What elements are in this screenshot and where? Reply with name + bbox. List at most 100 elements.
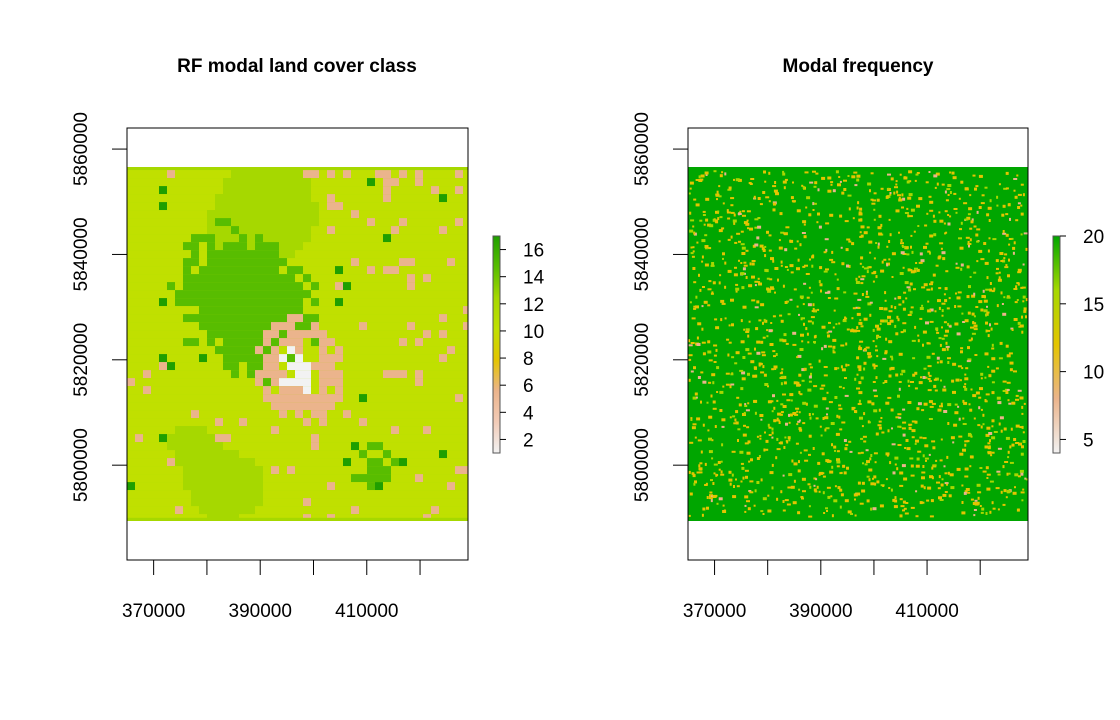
frequency-cell <box>914 387 918 390</box>
frequency-cell <box>688 354 693 357</box>
land-cover-cell <box>271 274 279 283</box>
frequency-cell <box>900 239 903 242</box>
land-cover-cell <box>383 354 391 363</box>
frequency-cell <box>897 318 900 322</box>
frequency-cell <box>814 181 818 185</box>
frequency-cell <box>720 473 725 476</box>
land-cover-cell <box>295 370 303 379</box>
frequency-cell <box>820 289 822 293</box>
frequency-cell <box>774 267 779 270</box>
land-cover-cell <box>391 490 399 499</box>
land-cover-cell <box>215 298 223 307</box>
frequency-cell <box>889 193 892 196</box>
land-cover-cell <box>431 514 439 518</box>
land-cover-cell <box>271 186 279 195</box>
frequency-cell <box>1022 440 1026 443</box>
land-cover-cell <box>431 418 439 427</box>
land-cover-cell <box>255 266 263 275</box>
land-cover-cell <box>343 490 351 499</box>
land-cover-cell <box>303 266 311 275</box>
land-cover-cell <box>175 490 183 499</box>
frequency-cell <box>939 405 943 408</box>
frequency-cell <box>967 213 971 216</box>
land-cover-cell <box>191 506 199 515</box>
land-cover-cell <box>303 442 311 451</box>
frequency-cell <box>985 321 988 325</box>
land-cover-cell <box>351 250 359 259</box>
land-cover-cell <box>399 322 407 331</box>
frequency-cell <box>922 330 927 334</box>
frequency-cell <box>895 332 899 336</box>
land-cover-cell <box>135 226 143 235</box>
frequency-cell <box>718 229 723 233</box>
land-cover-cell <box>191 314 199 323</box>
land-cover-cell <box>343 354 351 363</box>
frequency-cell <box>1005 391 1009 394</box>
land-cover-cell <box>231 338 239 347</box>
land-cover-cell <box>191 426 199 435</box>
frequency-cell <box>852 307 856 310</box>
land-cover-cell <box>431 258 439 267</box>
frequency-cell <box>928 453 931 456</box>
frequency-cell <box>863 440 867 443</box>
land-cover-cell <box>407 170 415 179</box>
land-cover-cell <box>207 218 215 227</box>
frequency-cell <box>997 447 1002 450</box>
land-cover-cell <box>167 314 175 323</box>
frequency-cell <box>942 257 946 261</box>
land-cover-cell <box>463 202 468 211</box>
land-cover-cell <box>279 266 287 275</box>
land-cover-cell <box>287 402 295 411</box>
frequency-cell <box>941 348 946 352</box>
land-cover-cell <box>135 474 143 483</box>
land-cover-cell <box>295 226 303 235</box>
frequency-cell <box>928 380 932 383</box>
frequency-cell <box>921 409 925 412</box>
land-cover-cell <box>455 402 463 411</box>
frequency-cell <box>792 343 797 346</box>
land-cover-cell <box>199 250 207 259</box>
land-cover-cell <box>191 402 199 411</box>
frequency-cell <box>818 490 821 493</box>
land-cover-cell <box>447 450 455 459</box>
frequency-cell <box>987 365 990 368</box>
land-cover-cell <box>215 434 223 443</box>
frequency-cell <box>797 354 802 358</box>
frequency-cell <box>953 208 958 210</box>
frequency-cell <box>701 239 706 243</box>
land-cover-cell <box>423 274 431 283</box>
land-cover-cell <box>359 354 367 363</box>
frequency-cell <box>731 356 735 359</box>
frequency-cell <box>884 352 888 355</box>
frequency-cell <box>776 417 779 420</box>
land-cover-cell <box>375 362 383 371</box>
land-cover-cell <box>127 242 135 251</box>
frequency-cell <box>950 486 955 490</box>
land-cover-legend-label: 2 <box>523 430 534 451</box>
land-cover-cell <box>223 170 231 179</box>
land-cover-cell <box>199 402 207 411</box>
frequency-cell <box>974 187 977 191</box>
frequency-cell <box>942 388 947 392</box>
land-cover-cell <box>391 370 399 379</box>
frequency-cell <box>886 263 889 267</box>
land-cover-cell <box>335 250 343 259</box>
land-cover-cell <box>247 266 255 275</box>
frequency-cell <box>821 384 826 387</box>
frequency-cell <box>930 281 934 284</box>
land-cover-cell <box>271 514 279 518</box>
frequency-cell <box>925 376 928 379</box>
land-cover-cell <box>207 378 215 387</box>
frequency-cell <box>716 474 719 476</box>
land-cover-cell <box>199 274 207 283</box>
land-cover-cell <box>183 226 191 235</box>
land-cover-cell <box>319 402 327 411</box>
land-cover-cell <box>447 210 455 219</box>
frequency-cell <box>866 475 870 478</box>
land-cover-cell <box>151 442 159 451</box>
frequency-cell <box>1011 329 1014 331</box>
frequency-cell <box>839 428 843 431</box>
frequency-cell <box>688 378 691 382</box>
land-cover-cell <box>327 314 335 323</box>
frequency-cell <box>889 461 892 465</box>
